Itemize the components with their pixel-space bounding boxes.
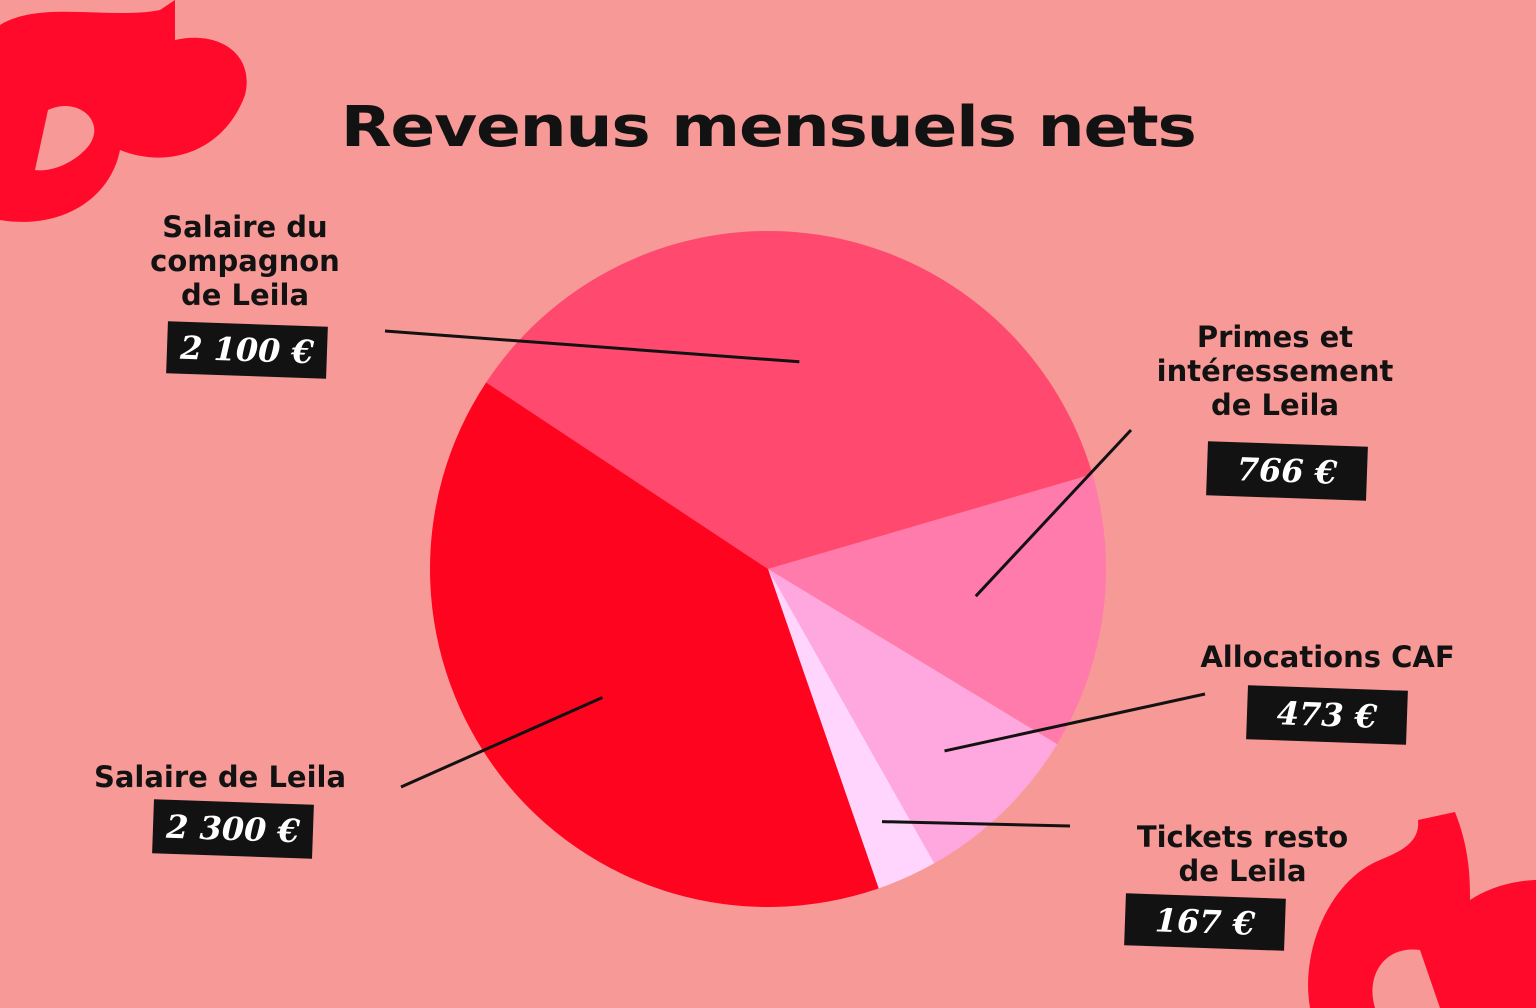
label-primes: Primes et intéressement de Leila [1125,320,1425,422]
leader-line-2 [944,692,1206,753]
label-companion-salary: Salaire du compagnon de Leila [110,210,380,312]
chart-title: Revenus mensuels nets [340,95,1197,160]
label-companion-line1: Salaire du [162,210,328,244]
value-badge-tickets: 167 € [1124,893,1286,951]
pie-slice-2 [768,569,1058,864]
decor-shape-bottom-right-cutout [1372,949,1440,1008]
label-caf-line1: Allocations CAF [1200,640,1455,674]
pie-slice-4 [429,382,879,908]
label-primes-line2: intéressement [1156,354,1394,388]
label-tickets-line1: Tickets resto [1136,820,1349,854]
value-badge-primes: 766 € [1206,441,1368,501]
leader-line-0 [384,329,800,364]
value-badge-companion: 2 100 € [166,321,328,379]
label-companion-line2: compagnon [150,244,340,278]
label-tickets: Tickets resto de Leila [1105,820,1380,888]
leader-line-3 [881,820,1071,828]
value-badge-leila: 2 300 € [152,799,314,859]
label-tickets-line2: de Leila [1178,854,1307,888]
pie-slice-0 [486,231,1093,569]
label-companion-line3: de Leila [180,278,310,312]
label-caf: Allocations CAF [1165,640,1490,674]
label-leila-line1: Salaire de Leila [93,760,347,794]
label-primes-line1: Primes et [1196,320,1354,354]
leader-line-1 [974,428,1133,598]
pie-slice-1 [768,474,1106,745]
decor-shape-top-left-cutout [35,105,95,171]
label-leila-salary: Salaire de Leila [60,760,380,794]
label-primes-line3: de Leila [1210,388,1340,422]
decor-shape-bottom-right [1308,812,1536,1008]
leader-line-4 [400,696,604,789]
value-badge-caf: 473 € [1246,685,1408,745]
pie-slice-3 [768,569,935,889]
decor-shape-top-left [0,0,247,222]
